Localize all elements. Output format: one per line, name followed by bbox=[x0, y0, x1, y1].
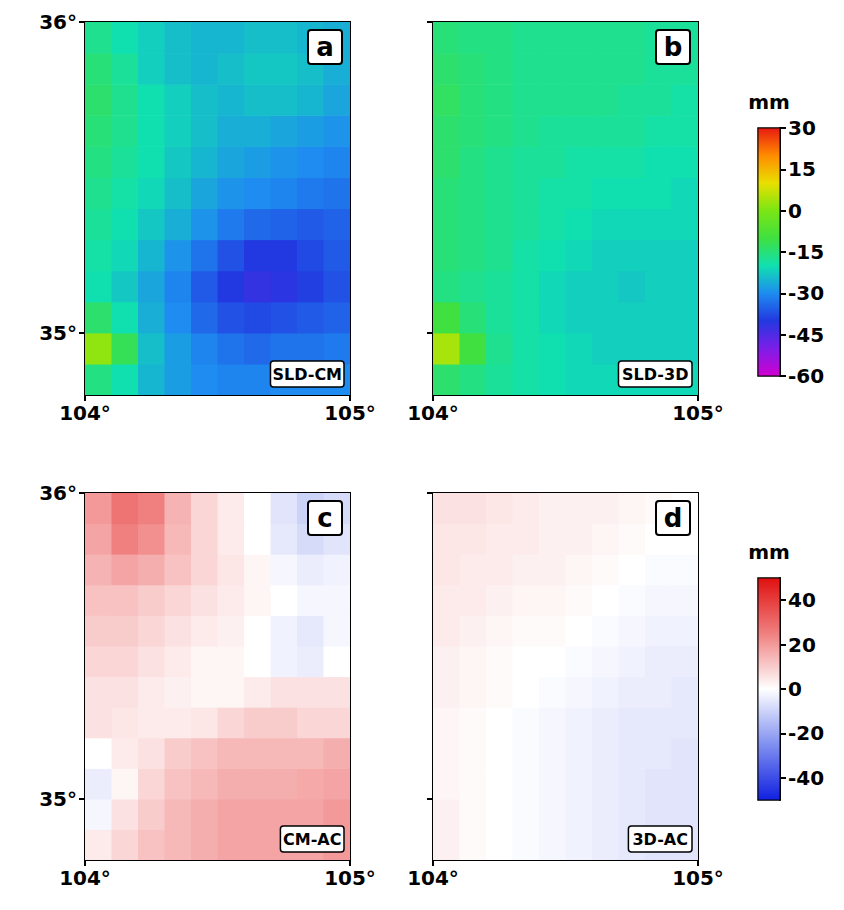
svg-text:mm: mm bbox=[748, 540, 790, 564]
svg-text:35°: 35° bbox=[39, 787, 77, 811]
svg-text:-45: -45 bbox=[788, 323, 824, 347]
svg-text:105°: 105° bbox=[672, 401, 724, 425]
svg-text:d: d bbox=[664, 503, 683, 533]
svg-text:20: 20 bbox=[788, 633, 816, 657]
svg-text:3D-AC: 3D-AC bbox=[632, 830, 687, 849]
svg-text:-40: -40 bbox=[788, 766, 824, 790]
svg-text:SLD-3D: SLD-3D bbox=[622, 365, 688, 384]
svg-text:104°: 104° bbox=[59, 866, 111, 890]
svg-text:36°: 36° bbox=[39, 481, 77, 505]
svg-text:105°: 105° bbox=[324, 866, 376, 890]
svg-text:30: 30 bbox=[788, 116, 816, 140]
svg-text:-15: -15 bbox=[788, 240, 824, 264]
svg-text:105°: 105° bbox=[324, 401, 376, 425]
svg-text:104°: 104° bbox=[407, 866, 459, 890]
svg-text:104°: 104° bbox=[407, 401, 459, 425]
svg-text:104°: 104° bbox=[59, 401, 111, 425]
svg-text:15: 15 bbox=[788, 157, 816, 181]
svg-text:0: 0 bbox=[788, 677, 802, 701]
svg-text:mm: mm bbox=[748, 90, 790, 114]
svg-text:-30: -30 bbox=[788, 281, 824, 305]
svg-text:-60: -60 bbox=[788, 364, 824, 388]
svg-text:-20: -20 bbox=[788, 721, 824, 745]
svg-text:40: 40 bbox=[788, 588, 816, 612]
svg-text:105°: 105° bbox=[672, 866, 724, 890]
svg-text:CM-AC: CM-AC bbox=[283, 830, 341, 849]
svg-text:c: c bbox=[317, 503, 332, 533]
svg-text:36°: 36° bbox=[39, 10, 77, 34]
svg-text:a: a bbox=[316, 32, 334, 62]
svg-text:0: 0 bbox=[788, 199, 802, 223]
svg-text:b: b bbox=[664, 32, 683, 62]
svg-text:SLD-CM: SLD-CM bbox=[272, 365, 342, 384]
svg-text:35°: 35° bbox=[39, 321, 77, 345]
